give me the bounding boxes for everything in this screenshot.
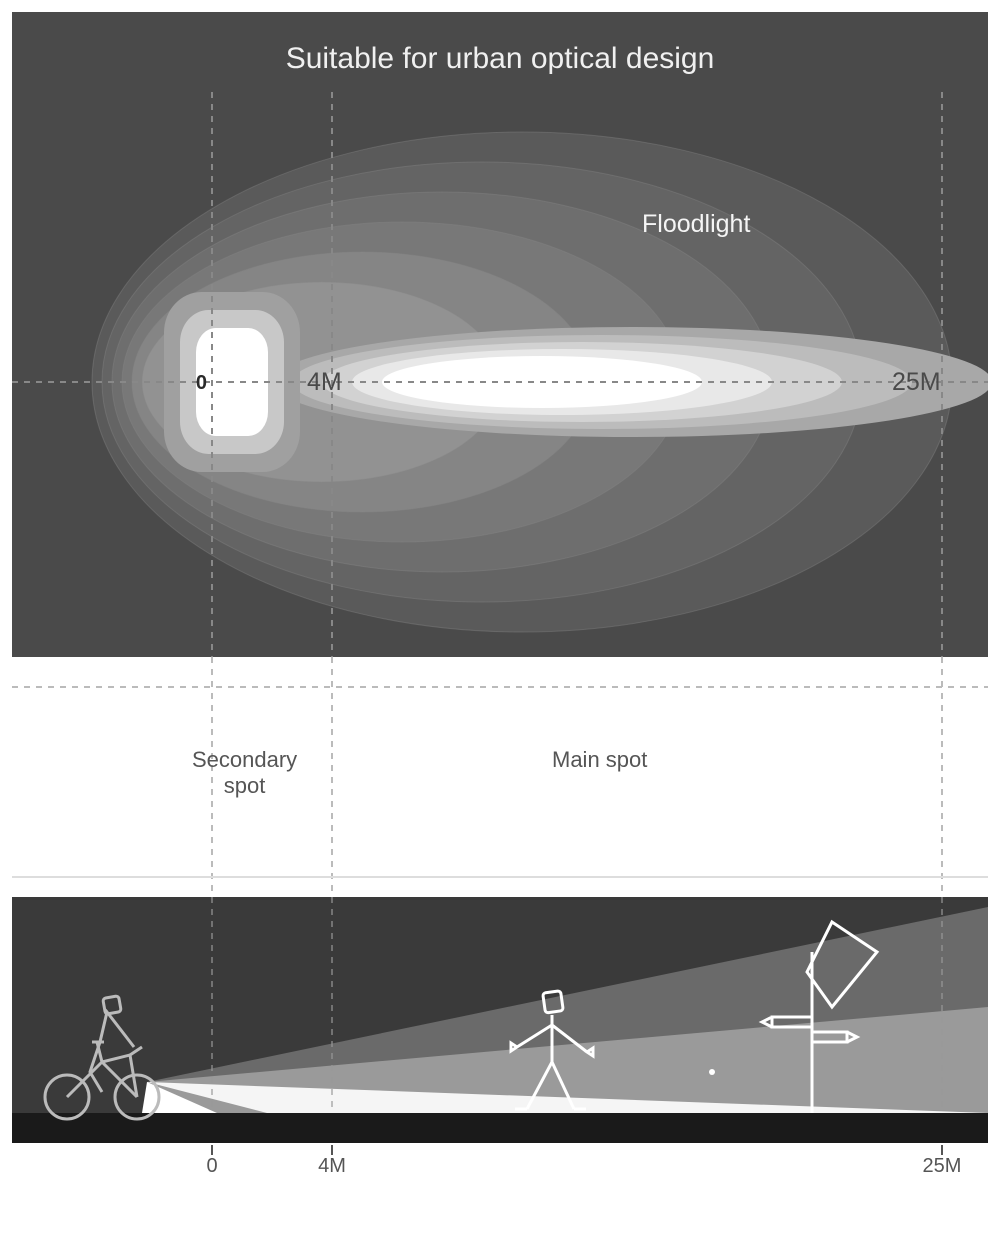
secondary-label-line2: spot (224, 773, 266, 798)
svg-text:4M: 4M (307, 368, 342, 396)
mid-grid (12, 657, 988, 897)
svg-text:25M: 25M (892, 368, 941, 396)
main-spot-label: Main spot (552, 747, 647, 773)
svg-text:0: 0 (196, 372, 207, 394)
secondary-spot-label: Secondary spot (192, 747, 297, 800)
beam-diagram: 0 4M 25M Floodlight (12, 12, 988, 657)
beam-pattern-panel: Suitable for urban optical design 04M25M… (12, 12, 988, 657)
svg-text:Floodlight: Floodlight (642, 210, 750, 238)
mid-label-section: Secondary spot Main spot (12, 657, 988, 897)
axis-tick-label: 0 (206, 1155, 217, 1178)
side-view-scene (12, 897, 988, 1137)
axis-tick-label: 25M (923, 1155, 962, 1178)
distance-axis: 0 4M 25M (12, 1137, 988, 1187)
side-view-panel (12, 897, 988, 1137)
axis-tick-label: 4M (318, 1155, 346, 1178)
secondary-label-line1: Secondary (192, 747, 297, 772)
infographic-container: Suitable for urban optical design 04M25M… (0, 0, 1000, 1199)
axis-ticks (12, 1137, 988, 1187)
